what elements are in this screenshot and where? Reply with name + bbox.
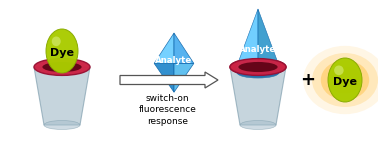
- Ellipse shape: [44, 120, 80, 129]
- Polygon shape: [230, 67, 286, 125]
- Ellipse shape: [312, 53, 378, 107]
- Ellipse shape: [321, 60, 369, 100]
- Ellipse shape: [328, 58, 362, 102]
- Polygon shape: [258, 9, 281, 71]
- Ellipse shape: [237, 68, 279, 78]
- Polygon shape: [174, 33, 194, 63]
- Ellipse shape: [42, 62, 82, 72]
- Polygon shape: [235, 9, 258, 71]
- Text: Analyte: Analyte: [239, 44, 277, 53]
- Polygon shape: [154, 33, 174, 63]
- Ellipse shape: [334, 65, 344, 75]
- Ellipse shape: [239, 62, 277, 72]
- Ellipse shape: [46, 29, 78, 73]
- Polygon shape: [34, 67, 90, 125]
- Ellipse shape: [230, 59, 286, 75]
- Text: Dye: Dye: [333, 77, 357, 87]
- Ellipse shape: [52, 36, 61, 46]
- Ellipse shape: [239, 62, 277, 72]
- Text: Analyte: Analyte: [155, 56, 193, 64]
- Ellipse shape: [235, 65, 281, 76]
- Text: +: +: [301, 71, 316, 89]
- Ellipse shape: [240, 120, 276, 129]
- Ellipse shape: [328, 67, 361, 93]
- Polygon shape: [174, 63, 194, 92]
- Polygon shape: [154, 63, 174, 92]
- Ellipse shape: [230, 59, 286, 75]
- Ellipse shape: [34, 59, 90, 75]
- FancyArrow shape: [120, 72, 218, 88]
- Text: switch-on
fluorescence
response: switch-on fluorescence response: [139, 94, 197, 126]
- Ellipse shape: [303, 46, 378, 114]
- Text: Dye: Dye: [50, 48, 74, 58]
